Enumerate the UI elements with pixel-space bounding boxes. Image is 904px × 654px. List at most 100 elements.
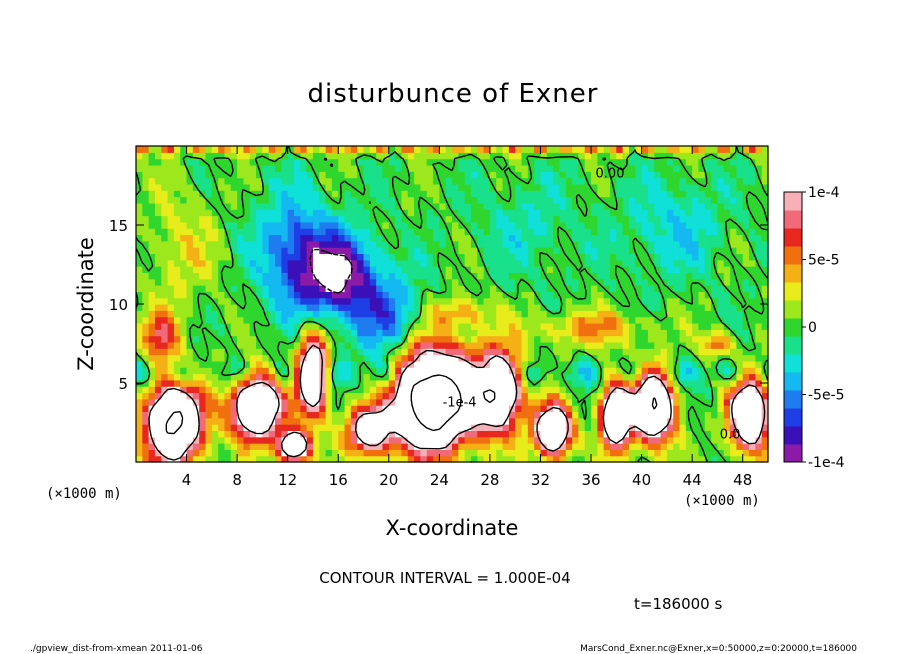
- heatmap-cell: [249, 146, 257, 153]
- heatmap-cell: [154, 221, 162, 229]
- heatmap-cell: [616, 392, 624, 400]
- heatmap-cell: [186, 367, 194, 375]
- heatmap-cell: [553, 266, 561, 273]
- heatmap-cell: [673, 297, 681, 305]
- heatmap-cell: [654, 386, 662, 394]
- heatmap-cell: [173, 209, 181, 217]
- heatmap-cell: [224, 367, 232, 375]
- heatmap-cell: [464, 234, 472, 242]
- heatmap-cell: [521, 348, 529, 356]
- heatmap-cell: [559, 285, 567, 292]
- heatmap-cell: [287, 341, 295, 349]
- heatmap-cell: [173, 278, 181, 286]
- heatmap-cell: [673, 171, 681, 179]
- heatmap-cell: [553, 367, 561, 375]
- heatmap-cell: [553, 278, 561, 286]
- heatmap-cell: [641, 171, 649, 179]
- heatmap-cell: [717, 209, 725, 217]
- heatmap-cell: [673, 228, 681, 236]
- heatmap-cell: [445, 215, 453, 223]
- heatmap-cell: [224, 373, 232, 381]
- heatmap-cell: [154, 228, 162, 236]
- heatmap-cell: [521, 209, 529, 217]
- heatmap-cell: [357, 405, 365, 413]
- heatmap-cell: [730, 146, 737, 153]
- heatmap-cell: [136, 417, 143, 425]
- heatmap-cell: [420, 430, 428, 438]
- heatmap-cell: [287, 266, 295, 273]
- heatmap-cell: [477, 297, 485, 305]
- heatmap-cell: [584, 247, 592, 255]
- heatmap-cell: [357, 266, 365, 273]
- heatmap-cell: [673, 443, 681, 450]
- heatmap-cell: [306, 348, 314, 356]
- heatmap-cell: [749, 196, 756, 204]
- heatmap-cell: [426, 367, 434, 375]
- heatmap-cell: [173, 259, 181, 267]
- heatmap-cell: [692, 297, 700, 305]
- heatmap-cell: [736, 177, 744, 185]
- heatmap-cell: [325, 266, 333, 273]
- heatmap-cell: [742, 436, 750, 444]
- heatmap-cell: [224, 209, 232, 217]
- heatmap-cell: [749, 221, 756, 229]
- heatmap-cell: [376, 417, 384, 425]
- heatmap-cell: [161, 304, 169, 311]
- heatmap-cell: [180, 392, 188, 400]
- heatmap-cell: [730, 285, 737, 292]
- heatmap-cell: [445, 253, 453, 261]
- heatmap-cell: [496, 171, 504, 179]
- heatmap-cell: [692, 228, 700, 236]
- heatmap-cell: [224, 348, 232, 356]
- heatmap-cell: [420, 424, 428, 431]
- heatmap-cell: [369, 285, 377, 292]
- heatmap-cell: [420, 310, 428, 318]
- heatmap-cell: [610, 322, 617, 330]
- heatmap-cell: [382, 171, 390, 179]
- heatmap-cell: [256, 367, 263, 375]
- heatmap-cell: [641, 379, 649, 387]
- heatmap-cell: [211, 215, 219, 223]
- heatmap-cell: [249, 398, 257, 406]
- heatmap-cell: [262, 455, 270, 463]
- heatmap-cell: [376, 304, 384, 311]
- heatmap-cell: [136, 322, 143, 330]
- heatmap-cell: [382, 177, 390, 185]
- heatmap-cell: [578, 398, 586, 406]
- heatmap-cell: [698, 247, 706, 255]
- heatmap-cell: [439, 253, 447, 261]
- heatmap-cell: [262, 367, 270, 375]
- heatmap-cell: [572, 152, 579, 160]
- heatmap-cell: [136, 392, 143, 400]
- heatmap-cell: [401, 310, 409, 318]
- heatmap-cell: [268, 379, 276, 387]
- heatmap-cell: [616, 449, 624, 457]
- heatmap-cell: [540, 221, 548, 229]
- heatmap-cell: [666, 367, 674, 375]
- heatmap-cell: [445, 190, 453, 198]
- heatmap-cell: [376, 310, 384, 318]
- heatmap-cell: [262, 240, 270, 248]
- heatmap-cell: [660, 430, 668, 438]
- heatmap-cell: [610, 443, 617, 450]
- heatmap-cell: [382, 449, 390, 457]
- heatmap-cell: [717, 259, 725, 267]
- heatmap-cell: [268, 316, 276, 324]
- heatmap-cell: [534, 392, 542, 400]
- heatmap-cell: [312, 304, 320, 311]
- heatmap-cell: [161, 335, 169, 343]
- heatmap-cell: [294, 398, 301, 406]
- heatmap-cell: [610, 398, 617, 406]
- heatmap-cell: [666, 310, 674, 318]
- heatmap-cell: [325, 209, 333, 217]
- heatmap-cell: [761, 392, 769, 400]
- heatmap-cell: [458, 171, 466, 179]
- heatmap-cell: [300, 146, 308, 153]
- heatmap-cell: [445, 386, 453, 394]
- heatmap-cell: [660, 228, 668, 236]
- heatmap-cell: [395, 341, 403, 349]
- heatmap-cell: [363, 171, 371, 179]
- heatmap-cell: [262, 272, 270, 280]
- heatmap-cell: [464, 424, 472, 431]
- heatmap-cell: [186, 310, 194, 318]
